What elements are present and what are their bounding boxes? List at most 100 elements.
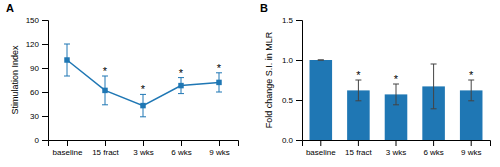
annotation: * bbox=[356, 69, 361, 81]
tick-label: 120 bbox=[26, 40, 40, 49]
marks bbox=[310, 60, 483, 140]
axis-line bbox=[296, 21, 303, 141]
x-tick: 9 wks bbox=[209, 140, 229, 157]
y-tick: 60 bbox=[30, 88, 48, 97]
tick-label: baseline bbox=[53, 148, 83, 157]
axis-title: Stimulation Index bbox=[10, 45, 20, 115]
tick-label: 15 fract bbox=[92, 148, 119, 157]
tick-label: 6 wks bbox=[171, 148, 191, 157]
axis-line bbox=[42, 21, 49, 141]
error-bar bbox=[140, 94, 146, 116]
tick-label: 60 bbox=[30, 88, 39, 97]
x-tick: 9 wks bbox=[461, 140, 481, 157]
tick-label: 3 wks bbox=[386, 148, 406, 157]
tick-mark bbox=[42, 68, 48, 69]
marker bbox=[64, 57, 69, 62]
y-tick: 0 bbox=[35, 136, 48, 145]
y-tick: 1.0 bbox=[282, 56, 302, 65]
error-bar bbox=[431, 64, 437, 109]
annotation: * bbox=[469, 69, 474, 81]
tick-label: 30 bbox=[30, 112, 39, 121]
tick-mark bbox=[67, 140, 68, 146]
axis-line bbox=[49, 141, 239, 147]
tick-mark bbox=[296, 140, 302, 141]
tick-mark bbox=[320, 140, 321, 146]
tick-label: 0 bbox=[35, 136, 40, 145]
tick-mark bbox=[296, 100, 302, 101]
error-bar bbox=[318, 60, 324, 61]
tick-mark bbox=[219, 140, 220, 146]
tick-label: 0.0 bbox=[282, 136, 294, 145]
panel: 0.0 0.5 1.0 1.5 baseline 15 fract 3 wks 6 wks 9 … bbox=[260, 2, 491, 157]
tick-mark bbox=[42, 20, 48, 21]
annotation: * bbox=[141, 83, 146, 95]
y-tick: 0.0 bbox=[282, 136, 302, 145]
panel: 0 30 60 90 120 150 baseline 15 fract 3 wks 6 wks 9… bbox=[6, 2, 239, 157]
tick-label: 9 wks bbox=[461, 148, 481, 157]
tick-label: 3 wks bbox=[133, 148, 153, 157]
tick-label: 6 wks bbox=[423, 148, 443, 157]
tick-mark bbox=[433, 140, 434, 146]
marker bbox=[178, 83, 183, 88]
tick-mark bbox=[471, 140, 472, 146]
y-tick: 1.5 bbox=[282, 16, 302, 25]
y-tick: 30 bbox=[30, 112, 48, 121]
tick-label: 15 fract bbox=[345, 148, 372, 157]
tick-mark bbox=[143, 140, 144, 146]
axis-title: Fold change S.I. in MLR bbox=[264, 31, 274, 128]
tick-mark bbox=[42, 92, 48, 93]
y-tick: 150 bbox=[26, 16, 48, 25]
x-tick: baseline bbox=[53, 140, 83, 157]
tick-mark bbox=[42, 44, 48, 45]
tick-mark bbox=[358, 140, 359, 146]
y-tick: 90 bbox=[30, 64, 48, 73]
tick-label: 0.5 bbox=[282, 96, 294, 105]
x-tick: 3 wks bbox=[133, 140, 153, 157]
x-tick: 6 wks bbox=[171, 140, 191, 157]
annotation: * bbox=[394, 73, 399, 85]
marker bbox=[102, 88, 107, 93]
tick-label: 90 bbox=[30, 64, 39, 73]
axis-line bbox=[303, 141, 491, 147]
x-tick: 15 fract bbox=[92, 140, 119, 157]
bar bbox=[310, 60, 333, 140]
error-bar bbox=[216, 73, 222, 92]
x-tick: 15 fract bbox=[345, 140, 372, 157]
marker bbox=[216, 80, 221, 85]
x-axis: baseline 15 fract 3 wks 6 wks 9 wks bbox=[49, 140, 239, 157]
y-tick: 0.5 bbox=[282, 96, 302, 105]
marks bbox=[64, 44, 222, 117]
annotation: * bbox=[179, 67, 184, 79]
tick-mark bbox=[42, 140, 48, 141]
error-bar bbox=[468, 80, 474, 101]
error-bar bbox=[102, 76, 108, 105]
y-tick: 120 bbox=[26, 40, 48, 49]
error-bar bbox=[355, 80, 361, 101]
tick-mark bbox=[296, 20, 302, 21]
tick-label: 9 wks bbox=[209, 148, 229, 157]
tick-mark bbox=[105, 140, 106, 146]
tick-label: baseline bbox=[306, 148, 336, 157]
panel-label: B bbox=[260, 2, 268, 14]
annotation: * bbox=[103, 65, 108, 77]
tick-mark bbox=[396, 140, 397, 146]
marker bbox=[140, 103, 145, 108]
error-bar bbox=[393, 84, 399, 105]
x-axis: baseline 15 fract 3 wks 6 wks 9 wks bbox=[303, 140, 491, 157]
x-tick: baseline bbox=[306, 140, 336, 157]
tick-label: 1.5 bbox=[282, 16, 294, 25]
panel-label: A bbox=[6, 2, 14, 14]
tick-label: 150 bbox=[26, 16, 40, 25]
tick-mark bbox=[181, 140, 182, 146]
error-bar bbox=[178, 78, 184, 94]
y-axis: 0.0 0.5 1.0 1.5 bbox=[282, 16, 303, 145]
y-axis: 0 30 60 90 120 150 bbox=[26, 16, 49, 145]
tick-mark bbox=[42, 116, 48, 117]
error-bar bbox=[64, 44, 70, 76]
chart: 0 30 60 90 120 150 baseline 15 fract 3 wks 6 wks 9… bbox=[0, 0, 500, 167]
x-tick: 6 wks bbox=[423, 140, 443, 157]
x-tick: 3 wks bbox=[386, 140, 406, 157]
tick-mark bbox=[296, 60, 302, 61]
annotation: * bbox=[217, 62, 222, 74]
tick-label: 1.0 bbox=[282, 56, 294, 65]
